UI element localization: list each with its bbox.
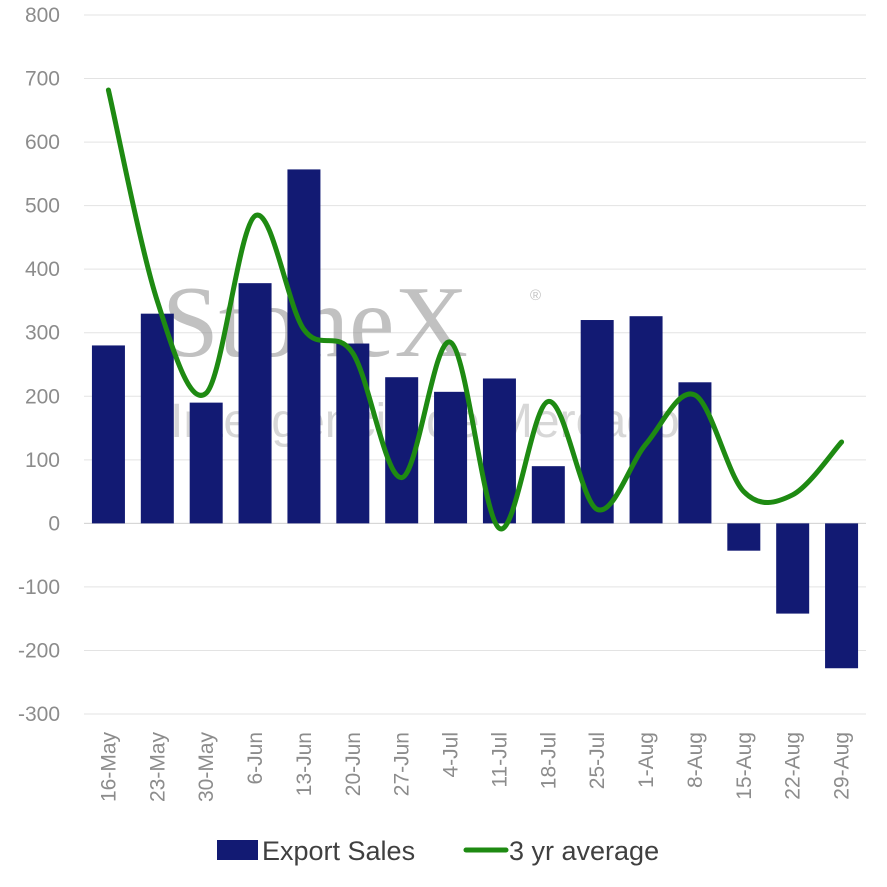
bar-export-sales: [678, 382, 712, 524]
y-tick-label: 600: [25, 131, 60, 154]
bar-export-sales: [336, 343, 370, 524]
x-tick-label: 27-Jun: [391, 732, 414, 796]
x-tick-label: 13-Jun: [293, 732, 316, 796]
x-tick-label: 23-May: [146, 732, 169, 803]
bar-export-sales: [629, 316, 663, 524]
y-tick-label: -300: [18, 703, 60, 726]
legend: Export Sales 3 yr average: [217, 836, 659, 866]
bar-export-sales: [434, 391, 468, 524]
x-tick-label: 1-Aug: [635, 732, 658, 788]
bar-export-sales: [91, 345, 125, 524]
x-tick-label: 15-Aug: [733, 732, 756, 800]
y-tick-label: -200: [18, 639, 60, 662]
bar-export-sales: [238, 283, 272, 524]
x-tick-label: 18-Jul: [537, 732, 560, 789]
bar-export-sales: [727, 523, 761, 551]
three-year-average-line: [105, 87, 845, 531]
y-tick-label: 200: [25, 385, 60, 408]
y-tick-label: 100: [25, 449, 60, 472]
x-tick-label: 4-Jul: [440, 732, 463, 778]
x-tick-label: 16-May: [97, 732, 120, 803]
x-tick-label: 8-Aug: [684, 732, 707, 788]
x-tick-label: 30-May: [195, 732, 218, 803]
y-tick-label: 0: [48, 512, 60, 535]
y-tick-label: 700: [25, 68, 60, 91]
x-tick-label: 25-Jul: [586, 732, 609, 789]
y-tick-label: 800: [25, 4, 60, 27]
bar-export-sales: [531, 466, 565, 524]
x-tick-label: 6-Jun: [244, 732, 267, 785]
x-tick-label: 29-Aug: [831, 732, 854, 800]
y-tick-label: -100: [18, 576, 60, 599]
bar-export-sales: [140, 313, 174, 524]
bar-export-sales: [825, 523, 859, 669]
x-tick-label: 20-Jun: [342, 732, 365, 796]
bar-export-sales: [287, 169, 321, 524]
watermark-registered: ®: [530, 287, 541, 304]
x-tick-label: 11-Jul: [488, 732, 511, 788]
legend-export-sales-swatch: [217, 840, 258, 860]
y-tick-label: 500: [25, 195, 60, 218]
bar-export-sales: [189, 402, 223, 524]
bar-export-sales: [776, 523, 810, 614]
y-tick-label: 300: [25, 322, 60, 345]
export-sales-bars: [91, 169, 859, 669]
legend-3-yr-average-label: 3 yr average: [509, 836, 659, 866]
x-tick-label: 22-Aug: [782, 732, 805, 800]
y-tick-label: 400: [25, 258, 60, 281]
x-axis-tick-labels: 16-May 23-May 30-May 6-Jun 13-Jun 20-Jun 27-Ju…: [97, 732, 853, 803]
legend-export-sales-label: Export Sales: [262, 836, 415, 866]
y-axis-tick-labels: 800 700 600 500 400 300 200 100 0 -100 -200 -300: [18, 4, 60, 726]
